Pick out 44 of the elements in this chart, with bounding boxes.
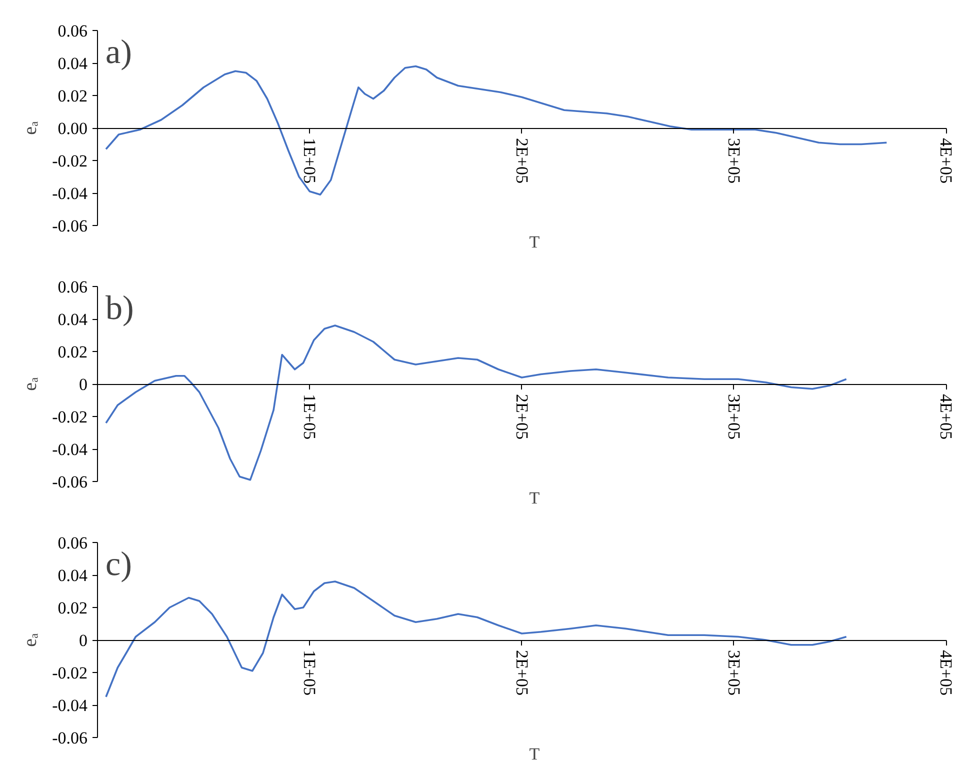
y-tick-label: -0.04 (52, 696, 88, 715)
y-tick-label: -0.04 (52, 184, 88, 203)
x-tick-label: 2E+05 (512, 138, 532, 184)
y-tick-label: 0.02 (58, 598, 88, 618)
y-tick-label: -0.04 (52, 440, 88, 459)
y-tick-label: 0.02 (58, 86, 88, 106)
x-axis-title: T (529, 488, 540, 508)
x-axis-title: T (529, 232, 540, 252)
x-tick-label: 4E+05 (936, 138, 956, 184)
y-tick-label: -0.06 (52, 472, 88, 492)
x-axis-title: T (529, 744, 540, 764)
y-tick-label: 0.04 (58, 566, 88, 585)
y-tick-label: -0.02 (52, 664, 88, 682)
y-tick-label: 0 (79, 375, 88, 394)
y-tick-label: 0.00 (58, 119, 88, 138)
y-axis-title: eₐ (20, 121, 42, 135)
line-series (105, 580, 848, 698)
y-tick-label: 0.06 (58, 534, 88, 552)
y-tick-label: 0 (79, 631, 88, 650)
chart-title: a) (106, 34, 132, 71)
x-tick-label: 4E+05 (936, 394, 956, 440)
y-tick-label: 0.04 (58, 310, 88, 329)
x-tick-label: 2E+05 (512, 650, 532, 696)
y-axis-title: eₐ (20, 633, 42, 647)
x-tick-label: 3E+05 (724, 138, 744, 184)
y-tick-label: 0.02 (58, 342, 88, 362)
x-tick-label: 1E+05 (300, 394, 320, 440)
chart-title: c) (106, 546, 132, 583)
y-tick-label: -0.06 (52, 216, 88, 236)
y-tick-label: -0.06 (52, 728, 88, 748)
chart-title: b) (106, 290, 134, 327)
y-axis-title: eₐ (20, 377, 42, 391)
line-series (105, 324, 848, 481)
y-tick-label: 0.04 (58, 54, 88, 73)
x-tick-label: 4E+05 (936, 650, 956, 696)
x-tick-label: 1E+05 (300, 650, 320, 696)
x-tick-label: 2E+05 (512, 394, 532, 440)
x-tick-label: 3E+05 (724, 394, 744, 440)
y-tick-label: -0.02 (52, 152, 88, 170)
y-tick-label: -0.02 (52, 408, 88, 426)
x-tick-label: 1E+05 (300, 138, 320, 184)
x-tick-label: 3E+05 (724, 650, 744, 696)
y-tick-label: 0.06 (58, 22, 88, 40)
y-tick-label: 0.06 (58, 278, 88, 296)
